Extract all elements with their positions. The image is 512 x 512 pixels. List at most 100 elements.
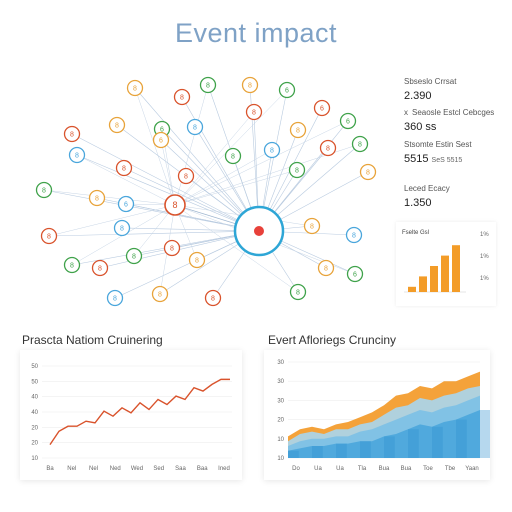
network-node: 8 — [108, 116, 126, 134]
stat-1: Sbseslo Crrsat 2.390 — [404, 77, 504, 102]
x-tick-label: Tla — [358, 466, 367, 472]
network-edge — [43, 189, 260, 232]
x-tick-label: Ba — [46, 466, 54, 472]
svg-text:8: 8 — [206, 83, 210, 90]
network-node: 8 — [126, 79, 144, 97]
svg-text:8: 8 — [133, 86, 137, 93]
svg-text:8: 8 — [115, 123, 119, 130]
network-node: 8 — [188, 251, 206, 269]
svg-text:8: 8 — [324, 266, 328, 273]
x-tick-label: Ned — [110, 466, 121, 472]
network-node: 6 — [117, 195, 135, 213]
svg-text:8: 8 — [211, 296, 215, 303]
stat-2-label: x Seaosle Estcl Cebcges — [404, 108, 495, 117]
y-tick-label: 50 — [31, 379, 38, 385]
network-node: 8 — [289, 121, 307, 139]
network-edge — [114, 230, 260, 299]
area-stripe — [408, 429, 419, 458]
y-tick-label: 30 — [277, 360, 284, 366]
network-node: 8 — [289, 283, 307, 301]
svg-text:6: 6 — [353, 272, 357, 279]
mini-bar-chart: 1% 1% 1% — [404, 232, 489, 293]
network-node: 8 — [40, 227, 58, 245]
mini-bar-card: Fselte Gsl 1% 1% 1% — [396, 222, 496, 306]
mini-bar-title: Fselte Gsl — [402, 230, 430, 236]
network-edge — [174, 120, 349, 206]
network-node: 8 — [317, 259, 335, 277]
area-stripe — [456, 419, 467, 458]
network-node: 8 — [177, 167, 195, 185]
y-tick-label: 10 — [31, 456, 38, 462]
x-tick-label: Sed — [153, 466, 164, 472]
network-hub — [233, 205, 285, 257]
svg-text:8: 8 — [42, 188, 46, 195]
x-tick-label: Baa — [197, 466, 208, 472]
mini-tick-label: 1% — [480, 276, 489, 282]
x-tick-label: Saa — [175, 466, 186, 472]
svg-text:6: 6 — [159, 138, 163, 145]
svg-text:8: 8 — [98, 266, 102, 273]
network-node: 8 — [319, 139, 337, 157]
network-node: 8 — [151, 285, 169, 303]
page-title: Event impact — [174, 18, 338, 48]
area-chart: 30 30 30 20 10 10 Do Ua Ua Tla Bua Bua Toe Tbe Yaan — [277, 360, 491, 472]
network-edge — [133, 204, 176, 257]
stat-3-label: Stsomte Estin Sest — [404, 140, 472, 149]
area-stripe — [288, 450, 299, 458]
network-node: 8 — [91, 259, 109, 277]
network-node: 6 — [278, 81, 296, 99]
y-tick-label: 20 — [277, 418, 284, 424]
mini-tick-label: 1% — [480, 232, 489, 238]
network-node: 8 — [241, 76, 259, 94]
svg-text:8: 8 — [132, 254, 136, 261]
network-edge — [174, 204, 299, 293]
area-stripe — [384, 436, 395, 458]
network-edge — [174, 169, 298, 206]
svg-text:6: 6 — [320, 106, 324, 113]
svg-text:8: 8 — [70, 263, 74, 270]
network-edge — [174, 149, 273, 206]
x-tick-label: Do — [292, 466, 300, 472]
network-node: 8 — [113, 219, 131, 237]
y-tick-label: 40 — [31, 395, 38, 401]
svg-text:6: 6 — [346, 119, 350, 126]
line-series — [49, 378, 230, 446]
network-node: 8 — [63, 256, 81, 274]
network-node: 8 — [173, 88, 191, 106]
svg-text:8: 8 — [193, 125, 197, 132]
network-node: 8 — [303, 217, 321, 235]
network-edge — [174, 111, 255, 206]
network-edge — [76, 154, 260, 232]
network-node: 8 — [68, 146, 86, 164]
svg-text:8: 8 — [180, 95, 184, 102]
network-edge — [174, 89, 288, 206]
svg-text:8: 8 — [158, 292, 162, 299]
network-node: 8 — [345, 226, 363, 244]
network-node: 8 — [163, 239, 181, 257]
mini-bar — [441, 255, 449, 292]
network-edge — [76, 154, 176, 206]
x-tick-label: Yaan — [465, 466, 479, 472]
y-tick-label: 30 — [277, 379, 284, 385]
svg-text:8: 8 — [172, 200, 177, 210]
network-node: 8 — [204, 289, 222, 307]
network-node: 6 — [152, 131, 170, 149]
svg-text:8: 8 — [310, 224, 314, 231]
network-edge — [160, 139, 176, 206]
y-tick-label: 20 — [31, 441, 38, 447]
svg-text:8: 8 — [47, 234, 51, 241]
area-stripe — [336, 443, 347, 458]
svg-text:8: 8 — [352, 233, 356, 240]
network-edge — [48, 230, 260, 237]
network-node: 8 — [224, 147, 242, 165]
line-chart: 50 50 40 40 20 20 10 Ba Nel Nel Ned Wed Sed Saa Baa Ine… — [31, 364, 232, 472]
svg-text:8: 8 — [75, 153, 79, 160]
network-node: 6 — [339, 112, 357, 130]
svg-text:6: 6 — [160, 127, 164, 134]
network-edge — [134, 87, 260, 232]
network-node: 8 — [88, 189, 106, 207]
right-chart-card: 30 30 30 20 10 10 Do Ua Ua Tla Bua Bua Toe Tbe Yaan — [264, 350, 491, 480]
mini-tick-label: 1% — [480, 254, 489, 260]
x-tick-label: Nel — [89, 466, 98, 472]
network-edge — [134, 87, 176, 206]
